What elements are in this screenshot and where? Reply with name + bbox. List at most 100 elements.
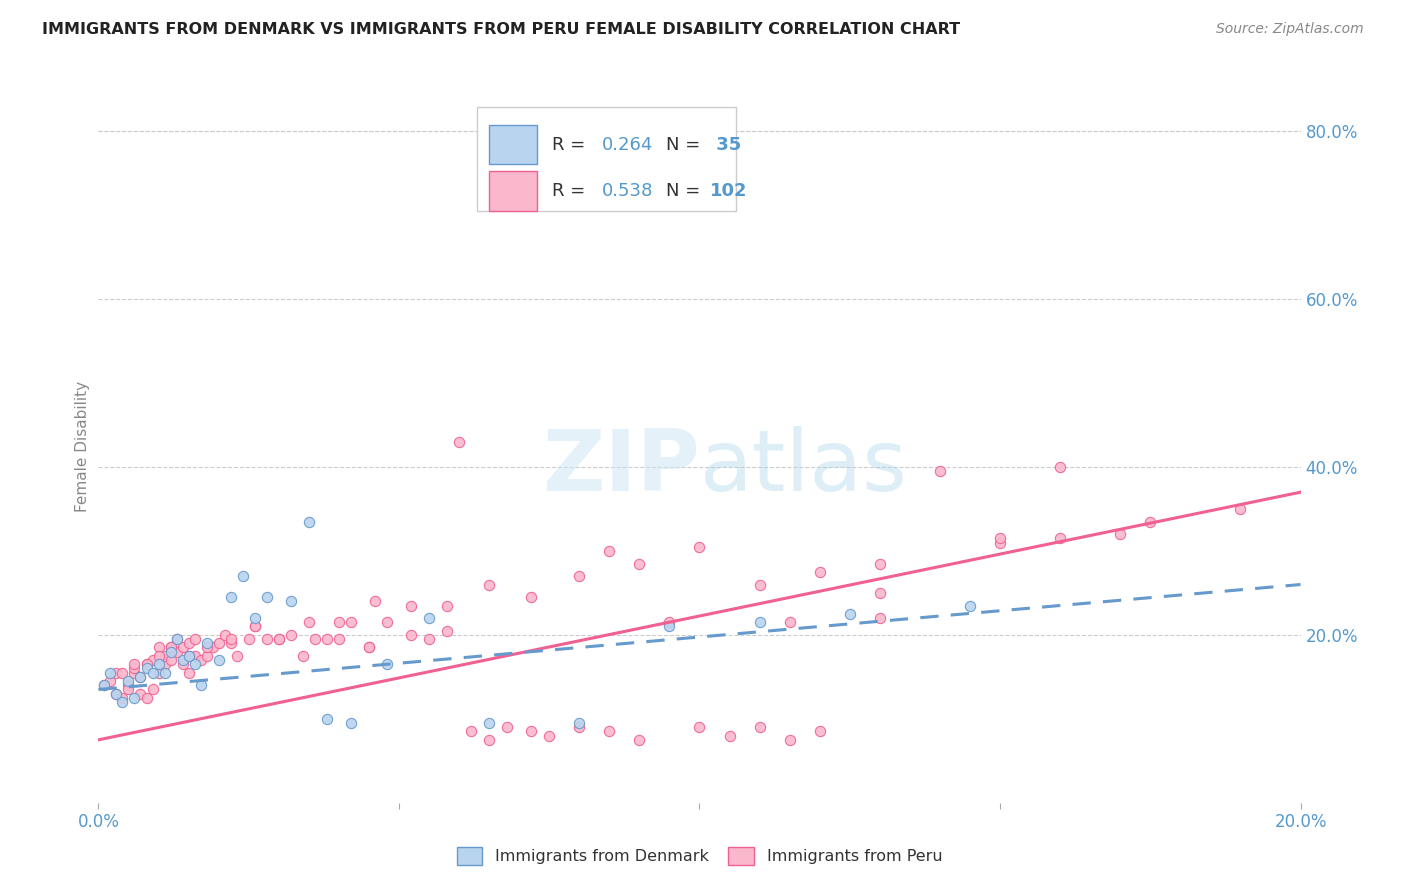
- Point: [177, 648, 200, 663]
- Point: [105, 687, 128, 701]
- Point: [148, 657, 170, 672]
- Point: [190, 678, 212, 692]
- Point: [111, 695, 134, 709]
- Point: [166, 645, 188, 659]
- Point: [267, 632, 290, 646]
- Point: [166, 632, 188, 646]
- Point: [375, 615, 398, 630]
- Point: [111, 665, 134, 680]
- Point: [399, 628, 422, 642]
- Point: [93, 678, 115, 692]
- Point: [243, 611, 266, 625]
- Point: [159, 640, 181, 655]
- Point: [628, 557, 651, 571]
- Point: [520, 724, 543, 739]
- Point: [447, 434, 470, 449]
- Point: [418, 632, 440, 646]
- Text: IMMIGRANTS FROM DENMARK VS IMMIGRANTS FROM PERU FEMALE DISABILITY CORRELATION CH: IMMIGRANTS FROM DENMARK VS IMMIGRANTS FR…: [42, 22, 960, 37]
- Point: [153, 665, 176, 680]
- Point: [520, 590, 543, 604]
- Point: [117, 682, 139, 697]
- Point: [298, 515, 321, 529]
- Point: [988, 535, 1011, 549]
- Point: [117, 674, 139, 689]
- Point: [232, 569, 254, 583]
- Point: [105, 687, 128, 701]
- Point: [315, 632, 337, 646]
- Point: [1049, 460, 1071, 475]
- Point: [1139, 515, 1161, 529]
- Point: [838, 607, 860, 621]
- Point: [172, 640, 194, 655]
- Point: [166, 632, 188, 646]
- Point: [1229, 502, 1251, 516]
- Point: [298, 615, 321, 630]
- Point: [718, 729, 741, 743]
- Point: [357, 640, 380, 655]
- Point: [129, 670, 152, 684]
- Point: [808, 724, 831, 739]
- Point: [124, 657, 146, 672]
- Point: [478, 732, 501, 747]
- Point: [100, 665, 122, 680]
- Point: [159, 640, 181, 655]
- Point: [256, 590, 278, 604]
- Point: [117, 678, 139, 692]
- Text: 102: 102: [710, 182, 748, 200]
- Point: [478, 577, 501, 591]
- Point: [988, 532, 1011, 546]
- Point: [135, 657, 157, 672]
- Point: [598, 724, 620, 739]
- Point: [267, 632, 290, 646]
- Point: [418, 611, 440, 625]
- Point: [628, 732, 651, 747]
- Point: [100, 674, 122, 689]
- Point: [177, 636, 200, 650]
- Point: [148, 648, 170, 663]
- Point: [148, 640, 170, 655]
- Point: [929, 464, 952, 478]
- Point: [460, 724, 482, 739]
- Text: atlas: atlas: [700, 425, 907, 509]
- FancyBboxPatch shape: [489, 125, 537, 164]
- Point: [129, 670, 152, 684]
- Text: R =: R =: [551, 136, 591, 153]
- Point: [219, 590, 242, 604]
- Point: [219, 632, 242, 646]
- Point: [124, 661, 146, 675]
- Point: [538, 729, 561, 743]
- Point: [328, 632, 350, 646]
- Point: [124, 665, 146, 680]
- Point: [399, 599, 422, 613]
- Point: [243, 619, 266, 633]
- Text: N =: N =: [666, 136, 706, 153]
- Point: [195, 648, 218, 663]
- Point: [328, 615, 350, 630]
- Legend: Immigrants from Denmark, Immigrants from Peru: Immigrants from Denmark, Immigrants from…: [449, 838, 950, 873]
- Point: [280, 594, 302, 608]
- Point: [689, 720, 711, 734]
- Point: [190, 653, 212, 667]
- Point: [658, 619, 681, 633]
- Point: [364, 594, 387, 608]
- Point: [1109, 527, 1132, 541]
- Point: [658, 615, 681, 630]
- Point: [779, 615, 801, 630]
- Point: [105, 665, 128, 680]
- Point: [340, 615, 363, 630]
- Point: [183, 657, 205, 672]
- Point: [93, 678, 115, 692]
- Point: [159, 645, 181, 659]
- Point: [177, 648, 200, 663]
- Point: [568, 716, 591, 731]
- Point: [225, 648, 247, 663]
- Point: [357, 640, 380, 655]
- Point: [304, 632, 326, 646]
- Point: [315, 712, 337, 726]
- Point: [869, 557, 891, 571]
- Point: [208, 636, 231, 650]
- Point: [256, 632, 278, 646]
- Point: [375, 657, 398, 672]
- Point: [238, 632, 260, 646]
- Point: [135, 657, 157, 672]
